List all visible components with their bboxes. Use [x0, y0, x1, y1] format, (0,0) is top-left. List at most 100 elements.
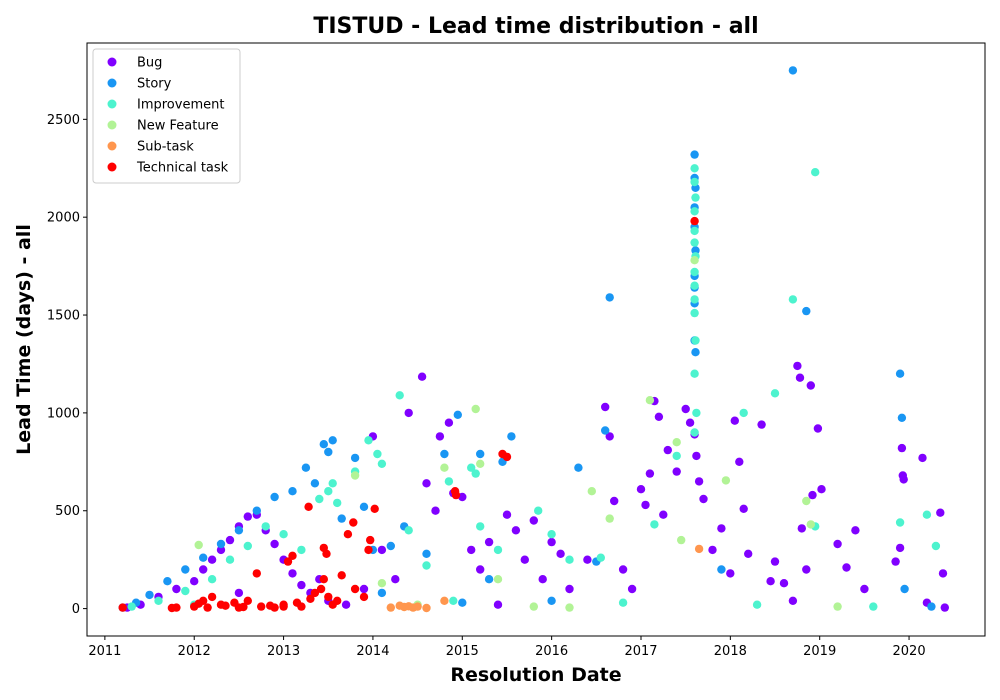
data-point-technical-task: [349, 518, 357, 526]
data-point-bug: [695, 477, 703, 485]
data-point-bug: [860, 585, 868, 593]
data-point-improvement: [811, 168, 819, 176]
data-point-story: [454, 411, 462, 419]
data-point-bug: [297, 581, 305, 589]
data-point-new-feature: [807, 520, 815, 528]
data-point-technical-task: [119, 603, 127, 611]
data-point-story: [253, 507, 261, 515]
data-point-bug: [896, 544, 904, 552]
data-point-bug: [467, 546, 475, 554]
data-point-technical-task: [333, 597, 341, 605]
data-point-bug: [851, 526, 859, 534]
data-point-bug: [941, 603, 949, 611]
data-point-improvement: [690, 268, 698, 276]
data-point-story: [378, 589, 386, 597]
data-point-bug: [235, 589, 243, 597]
legend-marker: [108, 58, 117, 67]
data-point-bug: [547, 538, 555, 546]
data-point-bug: [898, 444, 906, 452]
data-point-story: [311, 479, 319, 487]
data-point-improvement: [279, 530, 287, 538]
data-point-bug: [556, 550, 564, 558]
data-point-story: [270, 493, 278, 501]
data-point-story: [217, 540, 225, 548]
legend-label: Story: [137, 77, 172, 92]
x-tick-label: 2016: [535, 644, 568, 659]
data-point-bug: [692, 452, 700, 460]
legend-label: Bug: [137, 56, 162, 71]
data-point-bug: [726, 569, 734, 577]
data-point-technical-task: [452, 491, 460, 499]
data-point-story: [288, 487, 296, 495]
data-point-story: [324, 448, 332, 456]
data-point-improvement: [547, 530, 555, 538]
data-point-improvement: [690, 207, 698, 215]
data-point-story: [690, 150, 698, 158]
data-point-technical-task: [351, 585, 359, 593]
data-point-improvement: [619, 599, 627, 607]
data-point-story: [898, 414, 906, 422]
data-point-new-feature: [606, 514, 614, 522]
data-point-technical-task: [203, 603, 211, 611]
data-point-story: [440, 450, 448, 458]
data-point-improvement: [324, 487, 332, 495]
data-point-bug: [766, 577, 774, 585]
data-point-bug: [360, 585, 368, 593]
data-point-story: [574, 464, 582, 472]
data-point-story: [302, 464, 310, 472]
data-point-bug: [431, 507, 439, 515]
data-point-improvement: [691, 193, 699, 201]
data-point-improvement: [692, 409, 700, 417]
data-point-improvement: [690, 178, 698, 186]
data-point-technical-task: [288, 552, 296, 560]
legend-label: New Feature: [137, 119, 219, 134]
data-point-technical-task: [297, 602, 305, 610]
data-point-bug: [199, 565, 207, 573]
data-point-technical-task: [221, 602, 229, 610]
data-point-story: [476, 450, 484, 458]
data-point-sub-task: [387, 603, 395, 611]
data-point-improvement: [208, 575, 216, 583]
data-point-bug: [833, 540, 841, 548]
data-point-improvement: [534, 507, 542, 515]
data-point-improvement: [771, 389, 779, 397]
data-point-story: [338, 514, 346, 522]
data-point-bug: [664, 446, 672, 454]
data-point-improvement: [405, 526, 413, 534]
data-point-bug: [780, 579, 788, 587]
data-point-bug: [731, 417, 739, 425]
x-tick-label: 2020: [893, 644, 926, 659]
data-point-technical-task: [360, 593, 368, 601]
legend-label: Sub-task: [137, 140, 194, 155]
data-point-bug: [539, 575, 547, 583]
legend-marker: [108, 100, 117, 109]
data-point-new-feature: [690, 256, 698, 264]
data-point-improvement: [445, 477, 453, 485]
y-tick-label: 1500: [47, 309, 80, 324]
data-point-bug: [405, 409, 413, 417]
data-point-technical-task: [253, 569, 261, 577]
data-point-bug: [641, 501, 649, 509]
data-point-bug: [918, 454, 926, 462]
data-point-bug: [601, 403, 609, 411]
data-point-bug: [814, 424, 822, 432]
data-point-improvement: [932, 542, 940, 550]
data-point-story: [145, 591, 153, 599]
x-tick-label: 2011: [88, 644, 121, 659]
data-point-improvement: [476, 522, 484, 530]
data-point-bug: [521, 556, 529, 564]
data-point-bug: [503, 511, 511, 519]
data-point-improvement: [673, 452, 681, 460]
data-point-bug: [655, 413, 663, 421]
x-tick-label: 2012: [178, 644, 211, 659]
data-point-improvement: [297, 546, 305, 554]
data-point-bug: [808, 491, 816, 499]
data-point-sub-task: [695, 545, 703, 553]
data-point-story: [235, 526, 243, 534]
legend-label: Improvement: [137, 98, 224, 113]
data-point-bug: [686, 419, 694, 427]
chart-title: TISTUD - Lead time distribution - all: [313, 14, 758, 39]
data-point-improvement: [422, 561, 430, 569]
data-point-story: [717, 565, 725, 573]
data-point-bug: [842, 563, 850, 571]
